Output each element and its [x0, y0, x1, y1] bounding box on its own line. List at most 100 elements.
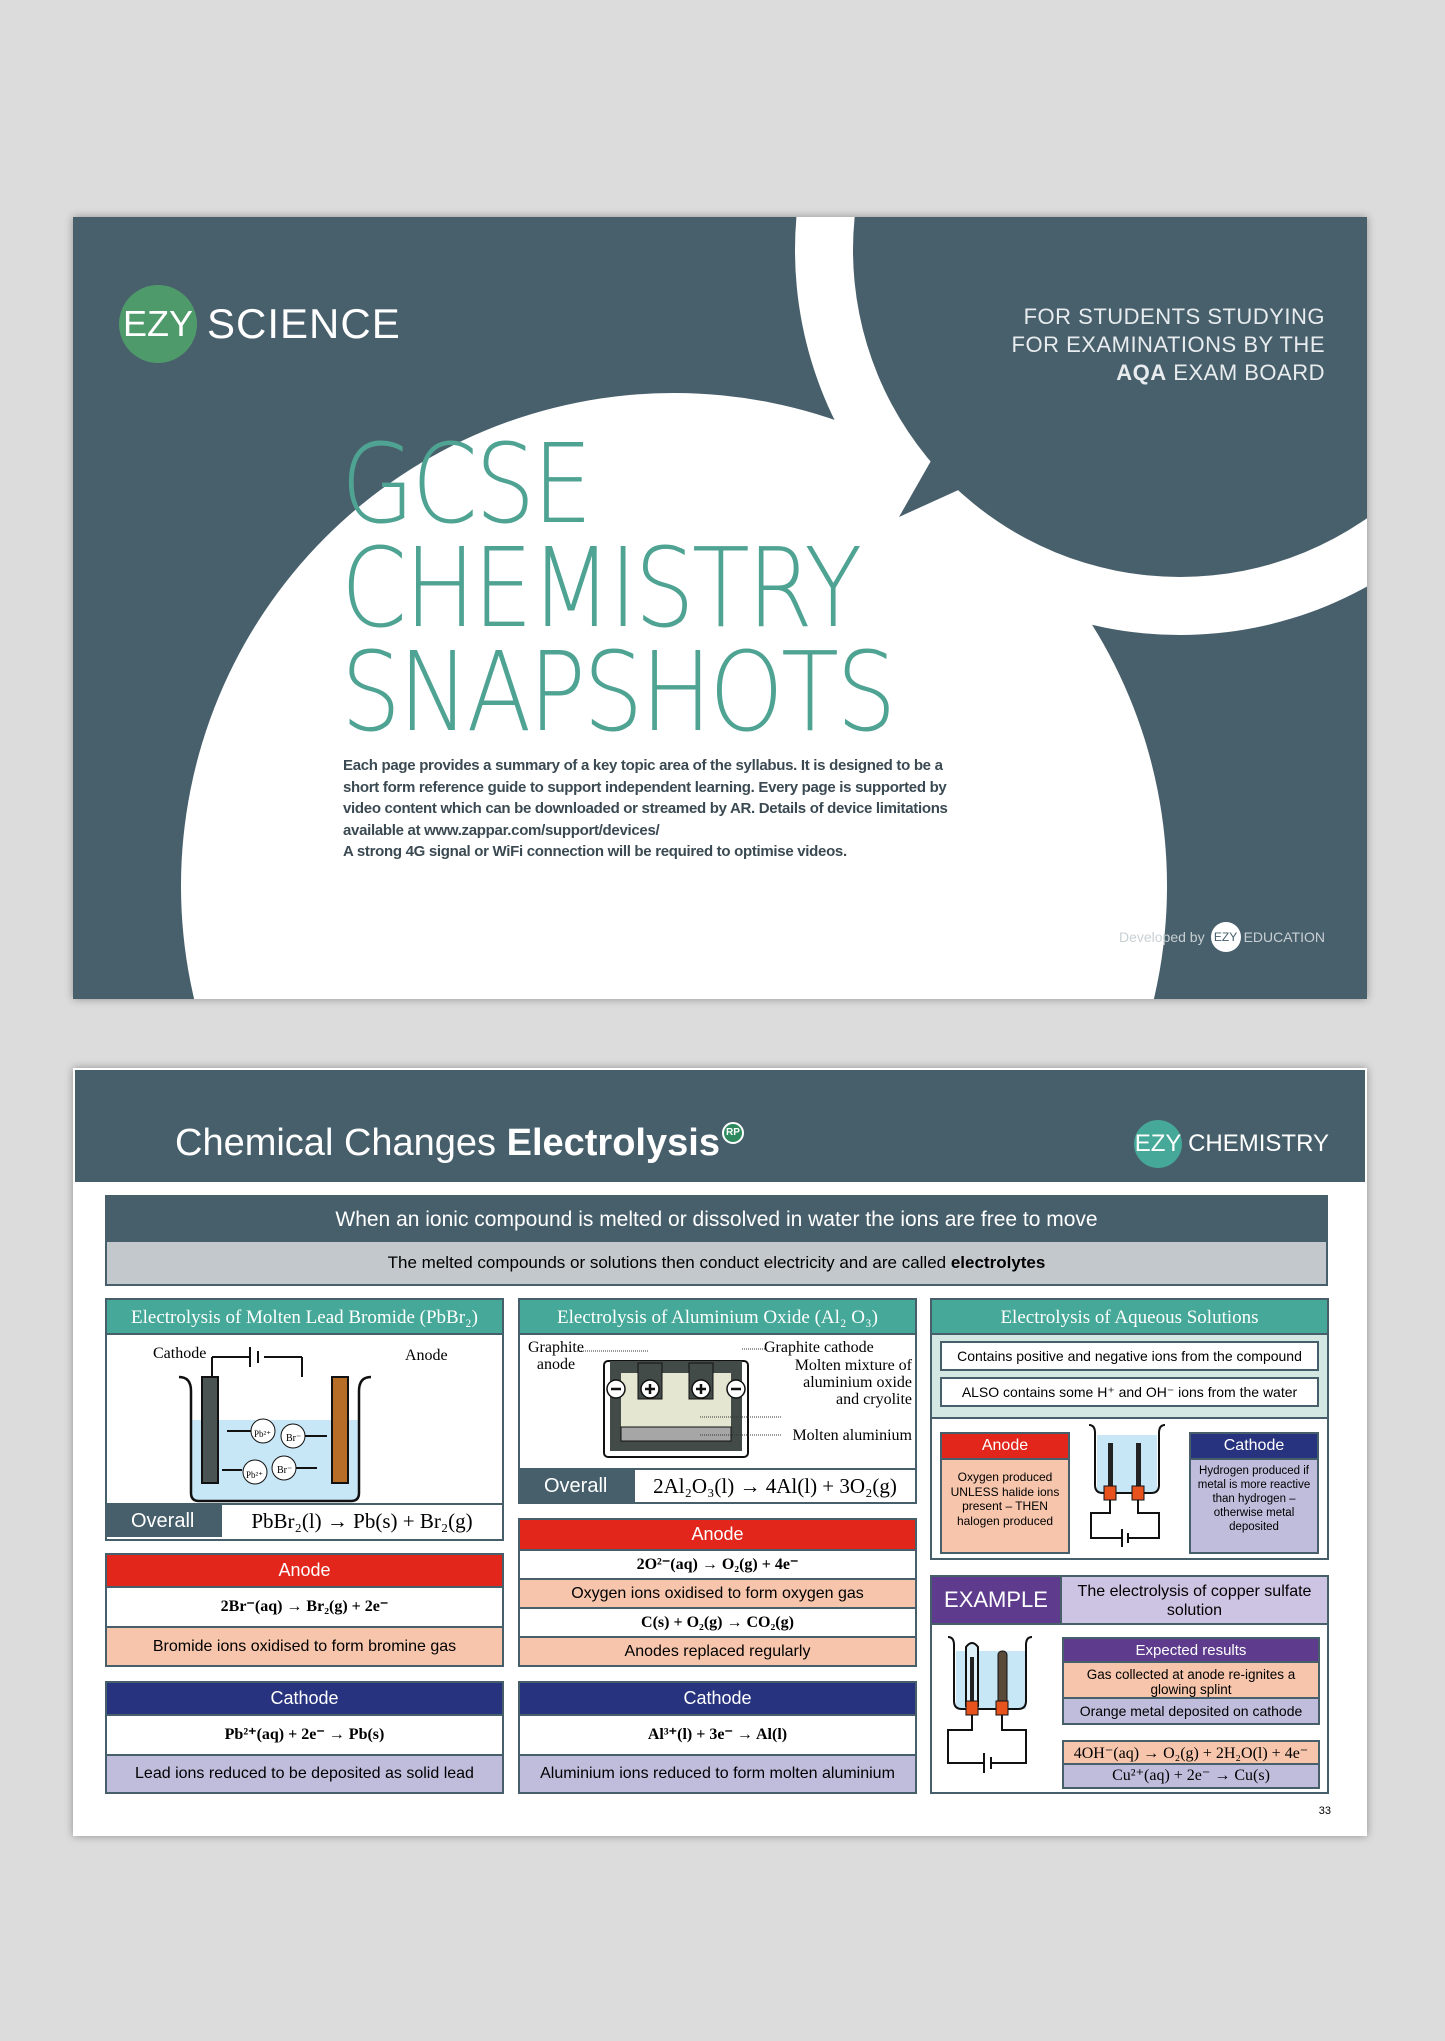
cathode-box: Cathode Pb²⁺(aq) + 2e⁻ → Pb(s) Lead ions…: [105, 1681, 504, 1794]
logo-word: SCIENCE: [207, 300, 401, 347]
cover-page: EZY SCIENCE FOR STUDENTS STUDYING FOR EX…: [73, 217, 1367, 999]
ion-label: Br⁻: [277, 1465, 293, 1476]
cathode-equation: Cu²⁺(aq) + 2e⁻ → Cu(s): [1064, 1765, 1318, 1787]
result-cathode: Orange metal deposited on cathode: [1064, 1699, 1318, 1723]
blurb-line: video content which can be downloaded or…: [343, 800, 948, 817]
anode-equation: 2Br⁻(aq) → Br₂(g) + 2e⁻: [107, 1588, 502, 1628]
cathode-label: Cathode: [153, 1345, 207, 1362]
ezy-education-badge: EZY: [1210, 922, 1241, 952]
example-box: EXAMPLE The electrolysis of copper sulfa…: [930, 1575, 1329, 1794]
anode-label: Anode: [405, 1347, 448, 1364]
cathode-description: Hydrogen produced if metal is more react…: [1191, 1460, 1317, 1552]
cathode-box: Cathode Al³⁺(l) + 3e⁻ → Al(l) Aluminium …: [518, 1681, 917, 1794]
cover-blurb: Each page provides a summary of a key to…: [343, 755, 1063, 863]
anode-equation: C(s) + O₂(g) → CO₂(g): [520, 1609, 915, 1638]
electrolysis-page: Chemical Changes Electrolysis RP EZY CHEMI…: [73, 1068, 1367, 1836]
electrolysis-cell-icon: [178, 1347, 372, 1503]
cathode-title: Cathode: [1191, 1434, 1317, 1460]
logo-badge: EZY: [119, 285, 197, 363]
anode-equation: 2O²⁻(aq) → O₂(g) + 4e⁻: [520, 1551, 915, 1580]
overall-row: Overall 2Al₂O₃(l) → 4Al(l) + 3O₂(g): [520, 1468, 915, 1502]
example-title: The electrolysis of copper sulfate solut…: [1060, 1577, 1327, 1623]
board-name: AQA: [1116, 360, 1167, 385]
ion-label: Pb²⁺: [246, 1470, 263, 1480]
banner-sub-bold: electrolytes: [950, 1253, 1046, 1272]
title-line: SNAPSHOTS: [341, 628, 896, 756]
anode-title: Anode: [942, 1434, 1068, 1460]
page-header: Chemical Changes Electrolysis RP EZY CHEMI…: [75, 1070, 1365, 1182]
board-line: FOR EXAMINATIONS BY THE: [1011, 332, 1325, 357]
overall-row: Overall PbBr₂(l) → Pb(s) + Br₂(g): [107, 1503, 502, 1537]
lead-bromide-diagram: Cathode Anode Pb²⁺ Br⁻ Pb²⁺ Br⁻: [107, 1335, 502, 1503]
intro-banner: When an ionic compound is melted or diss…: [105, 1195, 1328, 1286]
graphite-anode-label: Graphite anode: [528, 1339, 584, 1373]
molten-mixture-label: Molten mixture of aluminium oxide and cr…: [794, 1357, 912, 1408]
anode-equation: 4OH⁻(aq) → O₂(g) + 2H₂O(l) + 4e⁻: [1064, 1742, 1318, 1765]
overall-label: Overall: [520, 1470, 635, 1502]
example-equations: 4OH⁻(aq) → O₂(g) + 2H₂O(l) + 4e⁻ Cu²⁺(aq…: [1062, 1740, 1320, 1789]
title-line: CHEMISTRY: [341, 524, 862, 652]
rp-badge-icon: RP: [721, 1122, 744, 1144]
banner-sub: The melted compounds or solutions then c…: [107, 1242, 1326, 1284]
cathode-title: Cathode: [107, 1683, 502, 1716]
blurb-line: A strong 4G signal or WiFi connection wi…: [343, 843, 847, 860]
electrolysis-cell-icon: [1088, 1424, 1166, 1547]
aqueous-diagram: Anode Oxygen produced UNLESS halide ions…: [932, 1419, 1327, 1558]
cathode-title: Cathode: [520, 1683, 915, 1716]
fact-item: ALSO contains some H⁺ and OH⁻ ions from …: [940, 1377, 1319, 1407]
section-title: Electrolysis of Aqueous Solutions: [932, 1300, 1327, 1335]
ion-label: Br⁻: [286, 1433, 302, 1444]
result-anode: Gas collected at anode re-ignites a glow…: [1064, 1663, 1318, 1699]
ezy-education-word: EDUCATION: [1243, 929, 1325, 945]
anode-description: Oxygen ions oxidised to form oxygen gas: [520, 1580, 915, 1609]
lead-bromide-box: Electrolysis of Molten Lead Bromide (PbB…: [105, 1298, 504, 1541]
ezy-chemistry-logo: EZY CHEMISTRY: [1134, 1120, 1329, 1168]
anode-title: Anode: [520, 1520, 915, 1551]
results-title: Expected results: [1064, 1639, 1318, 1663]
electrolysis-cell-icon: [577, 1348, 782, 1458]
title-light: Chemical Changes: [175, 1122, 507, 1164]
cathode-equation: Pb²⁺(aq) + 2e⁻ → Pb(s): [107, 1716, 502, 1756]
section-title: Electrolysis of Molten Lead Bromide (PbB…: [107, 1300, 502, 1335]
blurb-line: available at www.zappar.com/support/devi…: [343, 821, 660, 839]
overall-equation: PbBr₂(l) → Pb(s) + Br₂(g): [251, 1509, 473, 1533]
developed-prefix: Developed by: [1118, 929, 1205, 945]
board-line: FOR STUDENTS STUDYING: [1023, 304, 1325, 329]
blurb-line: Each page provides a summary of a key to…: [343, 757, 943, 774]
copper-sulfate-cell-icon: [947, 1636, 1033, 1773]
brand-badge: EZY: [1134, 1120, 1183, 1168]
overall-equation: 2Al₂O₃(l) → 4Al(l) + 3O₂(g): [653, 1474, 897, 1498]
page-title: Chemical Changes Electrolysis RP: [175, 1122, 744, 1165]
cathode-equation: Al³⁺(l) + 3e⁻ → Al(l): [520, 1716, 915, 1756]
aqueous-facts: Contains positive and negative ions from…: [932, 1335, 1327, 1419]
anode-mini-box: Anode Oxygen produced UNLESS halide ions…: [940, 1432, 1070, 1554]
title-line: GCSE: [341, 420, 592, 548]
overall-label: Overall: [107, 1505, 222, 1537]
anode-box: Anode 2O²⁻(aq) → O₂(g) + 4e⁻ Oxygen ions…: [518, 1518, 917, 1667]
page-number: 33: [1318, 1805, 1331, 1817]
cover-title: GCSE CHEMISTRY SNAPSHOTS: [341, 420, 896, 756]
board-line: EXAM BOARD: [1166, 360, 1325, 385]
blurb-line: short form reference guide to support in…: [343, 778, 947, 796]
section-title: Electrolysis of Aluminium Oxide (Al₂ O₃): [520, 1300, 915, 1335]
anode-title: Anode: [107, 1555, 502, 1588]
cathode-description: Lead ions reduced to be deposited as sol…: [107, 1756, 502, 1792]
expected-results: Expected results Gas collected at anode …: [1062, 1637, 1320, 1725]
example-tag: EXAMPLE: [932, 1577, 1060, 1623]
graphite-cathode-label: Graphite cathode: [764, 1339, 874, 1356]
ion-label: Pb²⁺: [254, 1429, 271, 1439]
banner-main: When an ionic compound is melted or diss…: [107, 1197, 1326, 1242]
anode-description: Bromide ions oxidised to form bromine ga…: [107, 1628, 502, 1665]
fact-item: Contains positive and negative ions from…: [940, 1341, 1319, 1371]
example-header: EXAMPLE The electrolysis of copper sulfa…: [932, 1577, 1327, 1625]
cathode-mini-box: Cathode Hydrogen produced if metal is mo…: [1189, 1432, 1319, 1554]
exam-board-text: FOR STUDENTS STUDYING FOR EXAMINATIONS B…: [1012, 303, 1325, 387]
aluminium-oxide-box: Electrolysis of Aluminium Oxide (Al₂ O₃)…: [518, 1298, 917, 1504]
ezy-science-logo: EZY SCIENCE: [119, 285, 401, 363]
aluminium-oxide-diagram: Graphite anode Graphite cathode Molten m…: [520, 1335, 915, 1468]
molten-aluminium-label: Molten aluminium: [792, 1427, 912, 1444]
anode-box: Anode 2Br⁻(aq) → Br₂(g) + 2e⁻ Bromide io…: [105, 1553, 504, 1667]
anode-description: Oxygen produced UNLESS halide ions prese…: [942, 1460, 1068, 1552]
title-bold: Electrolysis: [506, 1122, 720, 1164]
developed-by: Developed by EZY EDUCATION: [1119, 922, 1325, 952]
